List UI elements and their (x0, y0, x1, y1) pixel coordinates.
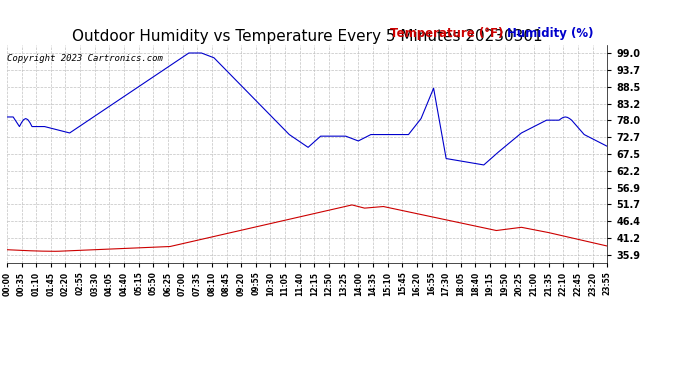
Legend: Temperature (°F), Humidity (%): Temperature (°F), Humidity (%) (386, 22, 598, 45)
Text: Copyright 2023 Cartronics.com: Copyright 2023 Cartronics.com (7, 54, 163, 63)
Title: Outdoor Humidity vs Temperature Every 5 Minutes 20230301: Outdoor Humidity vs Temperature Every 5 … (72, 29, 542, 44)
